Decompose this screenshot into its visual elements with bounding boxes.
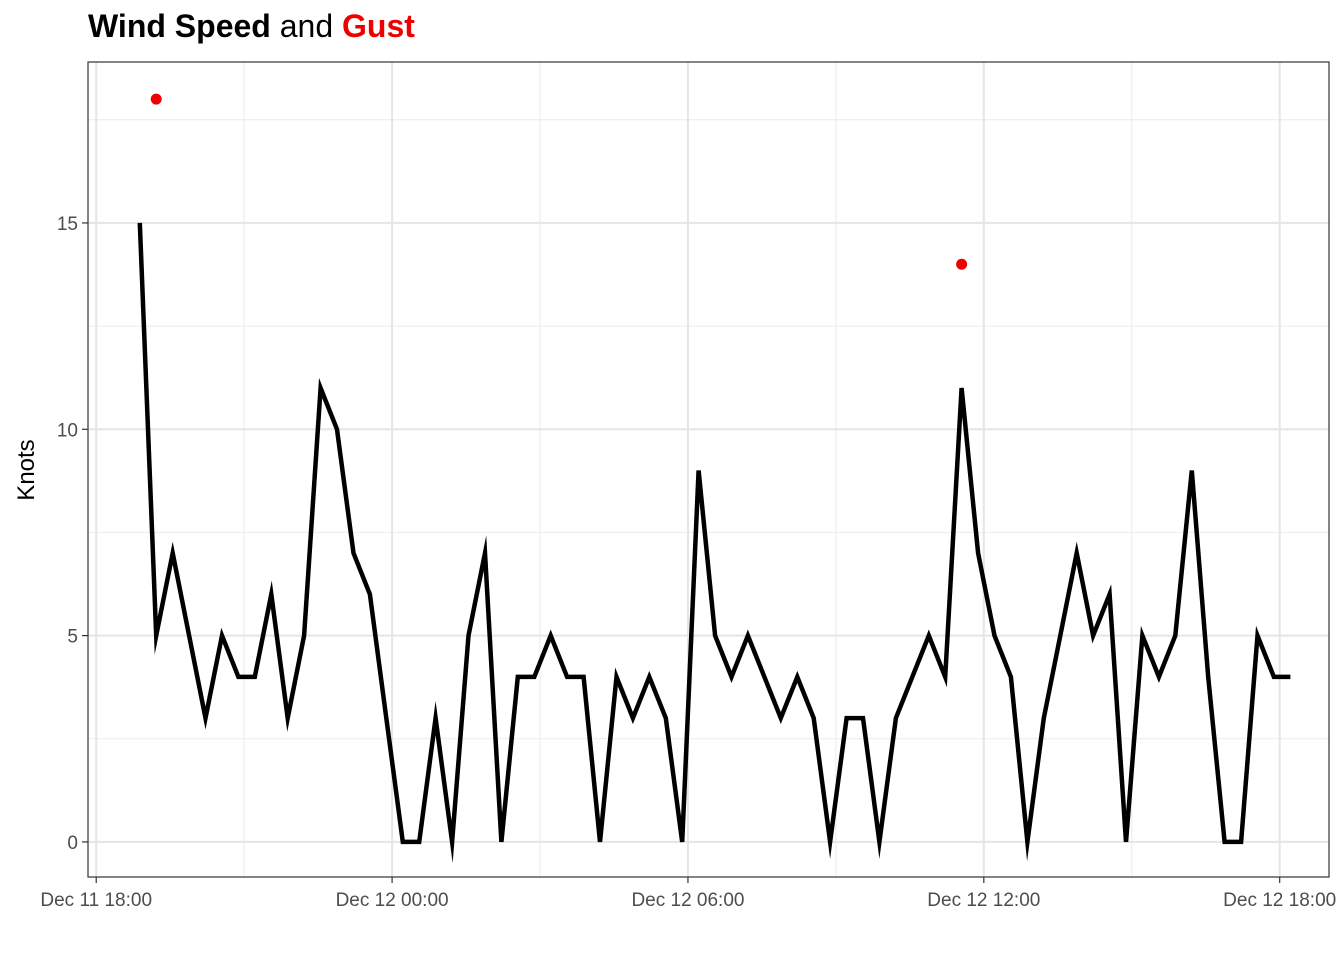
x-tick-label: Dec 12 18:00 xyxy=(1223,890,1336,911)
wind-speed-line xyxy=(137,222,1291,864)
x-tick-label: Dec 12 06:00 xyxy=(631,890,744,911)
title-gust: Gust xyxy=(342,8,415,44)
x-tick-label: Dec 12 00:00 xyxy=(336,890,449,911)
gust-point xyxy=(150,93,162,105)
y-tick-label: 10 xyxy=(57,420,78,441)
title-and: and xyxy=(270,8,342,44)
y-axis-title: Knots xyxy=(13,439,40,500)
chart-title: Wind Speed and Gust xyxy=(88,8,415,45)
y-tick-label: 15 xyxy=(57,214,78,235)
grid-major xyxy=(88,62,1329,877)
axes-layer: 0 5 10 15 Dec 11 18:00 Dec 12 00:00 Dec 12 06:… xyxy=(40,214,1336,911)
grid-minor xyxy=(88,62,1329,877)
panel-border xyxy=(87,61,1330,878)
gust-point xyxy=(956,258,968,270)
title-wind-speed: Wind Speed xyxy=(88,8,271,44)
y-tick-label: 5 xyxy=(67,627,78,648)
series-layer xyxy=(137,93,1291,864)
y-tick-label: 0 xyxy=(67,833,78,854)
x-tick-label: Dec 11 18:00 xyxy=(40,890,152,911)
x-tick-label: Dec 12 12:00 xyxy=(927,890,1040,911)
